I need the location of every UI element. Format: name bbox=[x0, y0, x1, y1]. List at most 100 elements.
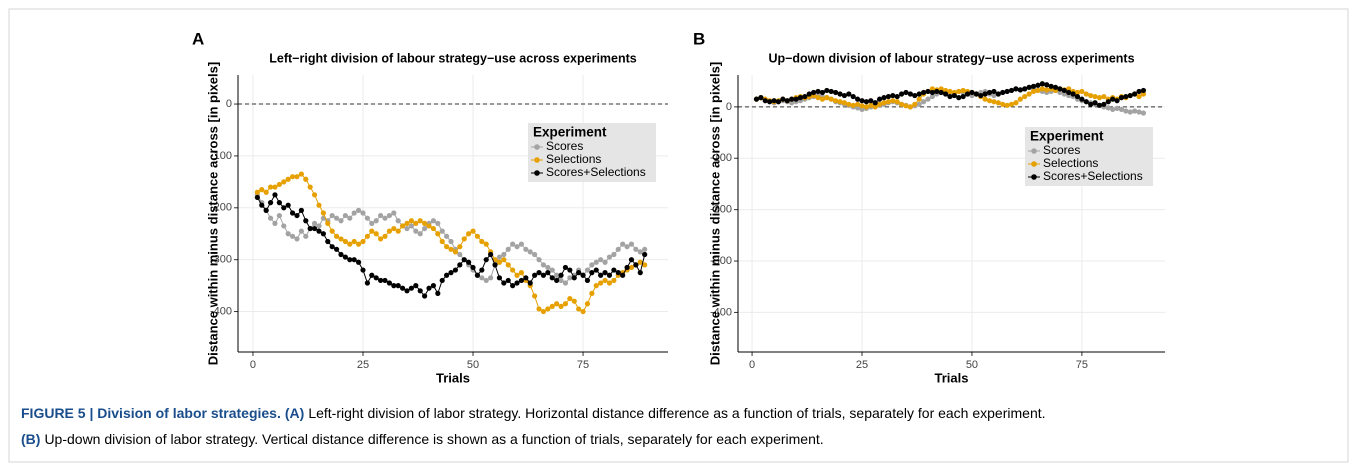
data-point bbox=[576, 270, 582, 276]
data-point bbox=[263, 207, 269, 213]
data-point bbox=[620, 241, 626, 247]
data-point bbox=[325, 220, 331, 226]
data-point bbox=[828, 96, 834, 102]
data-point bbox=[903, 89, 909, 96]
data-point bbox=[633, 246, 639, 252]
data-point bbox=[1127, 109, 1133, 115]
data-point bbox=[395, 283, 401, 289]
data-point bbox=[457, 262, 463, 268]
y-tick-label: -300 bbox=[710, 255, 732, 267]
data-point bbox=[894, 93, 900, 100]
legend-dot bbox=[534, 157, 540, 163]
data-point bbox=[422, 293, 428, 299]
data-point bbox=[767, 99, 773, 105]
data-point bbox=[267, 184, 274, 190]
data-point bbox=[435, 220, 441, 226]
data-point bbox=[602, 270, 608, 276]
data-point bbox=[1017, 96, 1023, 102]
data-point bbox=[960, 87, 966, 94]
data-point bbox=[846, 91, 852, 97]
legend-label: Selections bbox=[546, 152, 601, 166]
data-point bbox=[558, 272, 564, 278]
data-point bbox=[890, 98, 896, 104]
data-point bbox=[602, 277, 608, 284]
legend-box bbox=[1025, 127, 1153, 186]
data-point bbox=[793, 96, 799, 102]
data-point bbox=[364, 233, 370, 239]
data-point bbox=[1136, 88, 1142, 95]
data-point bbox=[1035, 82, 1041, 88]
data-point bbox=[303, 233, 309, 239]
data-point bbox=[1140, 87, 1147, 94]
data-point bbox=[549, 303, 555, 309]
data-point bbox=[1088, 92, 1094, 99]
caption-line: FIGURE 5 | Division of labor strategies.… bbox=[21, 405, 1046, 421]
data-point bbox=[400, 223, 406, 229]
data-point bbox=[505, 277, 511, 284]
data-point bbox=[281, 205, 287, 211]
data-point bbox=[501, 280, 507, 286]
data-point bbox=[1017, 87, 1023, 93]
data-point bbox=[920, 89, 927, 96]
data-point bbox=[1140, 91, 1147, 97]
data-point bbox=[784, 98, 790, 104]
data-point bbox=[606, 280, 613, 286]
data-point bbox=[369, 228, 375, 234]
data-point bbox=[1114, 98, 1120, 104]
data-point bbox=[859, 103, 865, 109]
data-point bbox=[488, 275, 494, 281]
legend-label: Selections bbox=[1043, 156, 1098, 170]
data-point bbox=[1092, 100, 1098, 106]
data-point bbox=[758, 95, 764, 101]
data-point bbox=[540, 272, 547, 278]
data-point bbox=[615, 246, 621, 252]
data-point bbox=[1101, 101, 1107, 107]
data-point bbox=[461, 257, 467, 263]
data-point bbox=[624, 264, 630, 271]
data-point bbox=[925, 96, 931, 102]
caption-line: (B) Up-down division of labor strategy. V… bbox=[21, 431, 824, 447]
data-point bbox=[554, 277, 560, 284]
data-point bbox=[1000, 89, 1006, 96]
data-point bbox=[986, 89, 993, 96]
legend-label: Scores bbox=[1043, 143, 1080, 157]
data-point bbox=[333, 246, 340, 252]
data-point bbox=[536, 270, 542, 276]
data-point bbox=[289, 174, 296, 180]
data-point bbox=[898, 101, 905, 107]
data-point bbox=[811, 89, 817, 96]
data-point bbox=[281, 179, 287, 185]
data-point bbox=[448, 270, 454, 276]
data-point bbox=[562, 280, 569, 286]
data-point bbox=[430, 218, 437, 224]
data-point bbox=[338, 218, 344, 224]
data-point bbox=[404, 288, 410, 294]
data-point bbox=[298, 171, 304, 177]
data-point bbox=[562, 264, 569, 271]
data-point bbox=[347, 241, 353, 247]
data-point bbox=[417, 218, 423, 224]
data-point bbox=[333, 233, 340, 239]
data-point bbox=[536, 257, 542, 263]
data-point bbox=[762, 98, 768, 104]
data-point bbox=[347, 257, 353, 263]
caption-text: Up-down division of labor strategy. Vert… bbox=[44, 431, 823, 447]
data-point bbox=[815, 88, 821, 95]
data-point bbox=[942, 87, 949, 94]
data-point bbox=[395, 228, 401, 234]
data-point bbox=[488, 251, 494, 258]
data-point bbox=[593, 283, 599, 289]
data-point bbox=[951, 92, 957, 99]
data-point bbox=[377, 236, 384, 242]
data-point bbox=[430, 225, 437, 232]
data-point bbox=[628, 257, 635, 263]
data-point bbox=[298, 228, 304, 234]
x-axis-label: Trials bbox=[436, 370, 470, 385]
data-point bbox=[841, 92, 848, 99]
data-point bbox=[254, 194, 260, 201]
data-point bbox=[938, 89, 944, 96]
data-point bbox=[518, 277, 525, 284]
data-point bbox=[567, 275, 573, 281]
data-point bbox=[753, 96, 760, 102]
data-point bbox=[329, 228, 335, 234]
